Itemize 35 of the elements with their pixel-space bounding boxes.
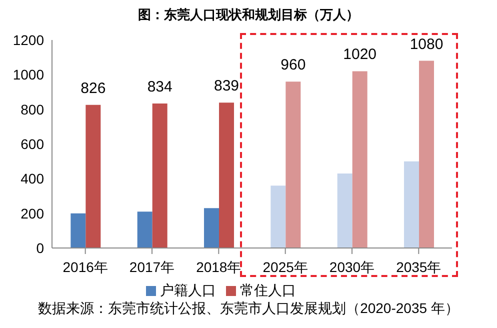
data-label: 839 (214, 78, 240, 95)
bar (204, 208, 219, 248)
y-tick-label: 0 (36, 240, 44, 256)
x-tick-label: 2030年 (329, 258, 375, 275)
bar (286, 82, 301, 248)
bar (270, 186, 286, 248)
y-tick-label: 400 (20, 170, 44, 187)
data-label: 826 (80, 80, 106, 97)
data-label: 1020 (343, 46, 377, 64)
data-label: 960 (280, 56, 306, 74)
source-note: 数据来源：东莞市统计公报、东莞市人口发展规划（2020-2035 年） (37, 300, 460, 318)
bar (404, 161, 419, 248)
x-tick-label: 2025年 (262, 258, 308, 275)
legend-label: 户籍人口 (160, 282, 216, 298)
bar (337, 173, 352, 248)
y-tick-label: 200 (20, 205, 44, 222)
y-tick-label: 1000 (12, 66, 44, 83)
x-tick-label: 2018年 (196, 258, 242, 275)
bar (152, 103, 168, 248)
data-label: 1080 (410, 36, 444, 53)
bar (219, 102, 234, 248)
y-tick-label: 1200 (12, 32, 44, 48)
y-tick-label: 600 (20, 136, 44, 152)
y-tick-label: 800 (20, 101, 44, 118)
x-tick-label: 2016年 (62, 258, 108, 275)
data-label: 834 (147, 78, 172, 96)
x-tick-label: 2035年 (396, 258, 442, 275)
chart-title: 图：东莞人口现状和规划目标（万人） (137, 6, 360, 24)
bar (352, 71, 368, 248)
bar (70, 213, 86, 248)
bar (419, 60, 434, 248)
x-tick-label: 2017年 (129, 258, 175, 275)
bar (137, 212, 152, 248)
bar (86, 104, 101, 248)
legend-label: 常住人口 (240, 282, 296, 298)
